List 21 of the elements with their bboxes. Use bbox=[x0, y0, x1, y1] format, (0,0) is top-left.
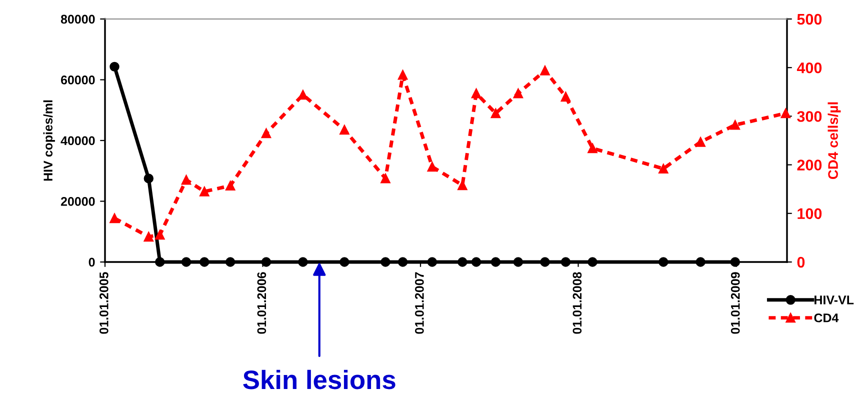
y2-tick-label: 0 bbox=[797, 256, 805, 268]
y2-axis-title: CD4 cells/µl bbox=[828, 102, 841, 180]
y-tick-label: 60000 bbox=[60, 76, 95, 84]
annotation: Skin lesions bbox=[243, 370, 396, 390]
x-tick-label: 01.01.2005 bbox=[100, 272, 108, 334]
y-tick-label: 0 bbox=[88, 258, 95, 267]
y2-tick-label: 100 bbox=[798, 208, 822, 220]
y2-tick-label: 400 bbox=[796, 62, 822, 74]
legend-label: HIV-VL bbox=[814, 296, 854, 304]
x-tick-label: 01.01.2006 bbox=[257, 272, 266, 334]
legend-label: CD4 bbox=[814, 313, 839, 322]
y-tick-label: 80000 bbox=[60, 14, 95, 24]
y2-tick-label: 200 bbox=[797, 160, 822, 170]
y-tick-label: 40000 bbox=[60, 136, 95, 146]
y-tick-label: 20000 bbox=[60, 197, 95, 206]
x-tick-label: 01.01.2008 bbox=[572, 272, 582, 334]
x-tick-label: 01.01.2009 bbox=[730, 272, 740, 334]
y2-tick-label: 300 bbox=[797, 111, 822, 122]
y2-tick-label: 500 bbox=[797, 14, 822, 25]
y-axis-title: HIV copies/ml bbox=[43, 100, 55, 181]
x-tick-label: 01.01.2007 bbox=[415, 272, 424, 334]
